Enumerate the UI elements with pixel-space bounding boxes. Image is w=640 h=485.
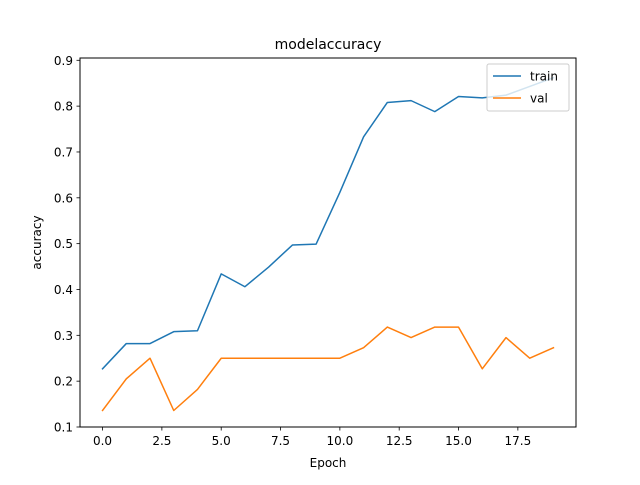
x-tick-label: 10.0 <box>327 434 354 448</box>
x-tick-label: 12.5 <box>386 434 413 448</box>
legend: train val <box>486 63 570 112</box>
y-tick-label: 0.2 <box>54 375 73 389</box>
y-tick-label: 0.3 <box>54 329 73 343</box>
legend-label-train: train <box>530 70 558 84</box>
y-tick-label: 0.8 <box>54 100 73 114</box>
plot-area-frame <box>79 57 577 428</box>
y-tick-label: 0.6 <box>54 191 73 205</box>
x-tick-label: 17.5 <box>504 434 531 448</box>
x-tick-label: 2.5 <box>152 434 171 448</box>
y-tick-label: 0.5 <box>54 237 73 251</box>
legend-label-val: val <box>530 92 548 106</box>
x-axis-label: Epoch <box>310 456 347 470</box>
series-line-train <box>101 76 555 370</box>
x-tick-label: 15.0 <box>445 434 472 448</box>
y-tick-label: 0.4 <box>54 283 73 297</box>
series-line-val <box>101 326 555 412</box>
y-tick-label: 0.7 <box>54 145 73 159</box>
y-tick-label: 0.1 <box>54 421 73 435</box>
x-tick-label: 7.5 <box>271 434 290 448</box>
chart-title: modelaccuracy <box>275 37 382 53</box>
y-tick-label: 0.9 <box>54 54 73 68</box>
x-tick-label: 5.0 <box>212 434 231 448</box>
y-axis-label: accuracy <box>30 215 44 269</box>
x-tick-label: 0.0 <box>93 434 112 448</box>
